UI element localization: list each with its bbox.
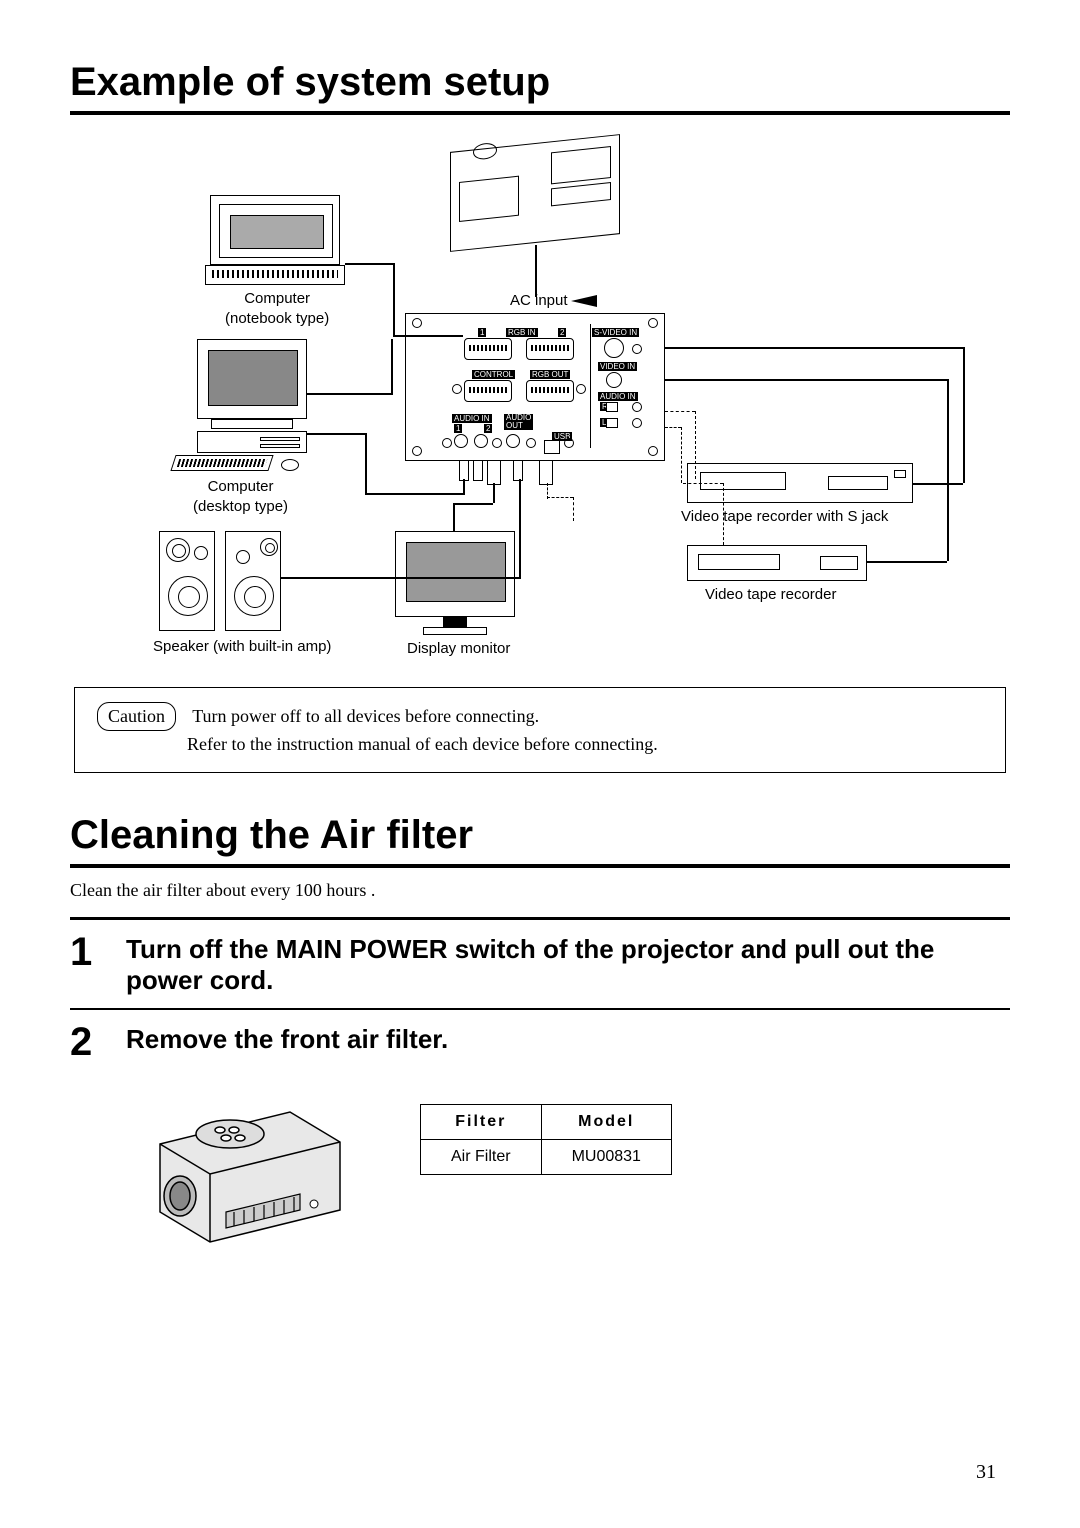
label-monitor: Display monitor bbox=[407, 639, 510, 659]
step-text-2: Remove the front air filter. bbox=[126, 1020, 1010, 1055]
caution-badge: Caution bbox=[97, 702, 176, 731]
filter-table-header-model: Model bbox=[541, 1105, 671, 1140]
step-row: 1 Turn off the MAIN POWER switch of the … bbox=[70, 920, 1010, 1010]
filter-table-cell-model: MU00831 bbox=[541, 1140, 671, 1175]
caution-text-1: Turn power off to all devices before con… bbox=[192, 706, 539, 726]
filter-table: Filter Model Air Filter MU00831 bbox=[420, 1104, 672, 1175]
step2-content: Filter Model Air Filter MU00831 bbox=[70, 1074, 1010, 1244]
label-notebook: Computer (notebook type) bbox=[225, 289, 329, 328]
projector-illustration bbox=[130, 1094, 360, 1244]
section-title-system-setup: Example of system setup bbox=[70, 60, 1010, 115]
filter-table-cell-filter: Air Filter bbox=[421, 1140, 542, 1175]
label-desktop: Computer (desktop type) bbox=[193, 477, 288, 516]
caution-text-2: Refer to the instruction manual of each … bbox=[97, 731, 983, 758]
label-speaker: Speaker (with built-in amp) bbox=[153, 637, 331, 657]
steps-list: 1 Turn off the MAIN POWER switch of the … bbox=[70, 917, 1010, 1074]
page-number: 31 bbox=[976, 1461, 996, 1484]
step-number-2: 2 bbox=[70, 1020, 126, 1062]
section-title-cleaning: Cleaning the Air filter bbox=[70, 813, 1010, 868]
step-number-1: 1 bbox=[70, 930, 126, 972]
caution-box: Caution Turn power off to all devices be… bbox=[74, 687, 1006, 773]
step-text-1: Turn off the MAIN POWER switch of the pr… bbox=[126, 930, 1010, 996]
cleaning-intro: Clean the air filter about every 100 hou… bbox=[70, 880, 1010, 901]
label-vtr: Video tape recorder bbox=[705, 585, 836, 605]
filter-table-header-filter: Filter bbox=[421, 1105, 542, 1140]
system-setup-diagram: AC input Computer (notebook type) Comput… bbox=[105, 133, 975, 673]
step-row: 2 Remove the front air filter. bbox=[70, 1010, 1010, 1074]
label-ac-input: AC input bbox=[510, 291, 568, 311]
label-vtr-s: Video tape recorder with S jack bbox=[681, 507, 888, 527]
